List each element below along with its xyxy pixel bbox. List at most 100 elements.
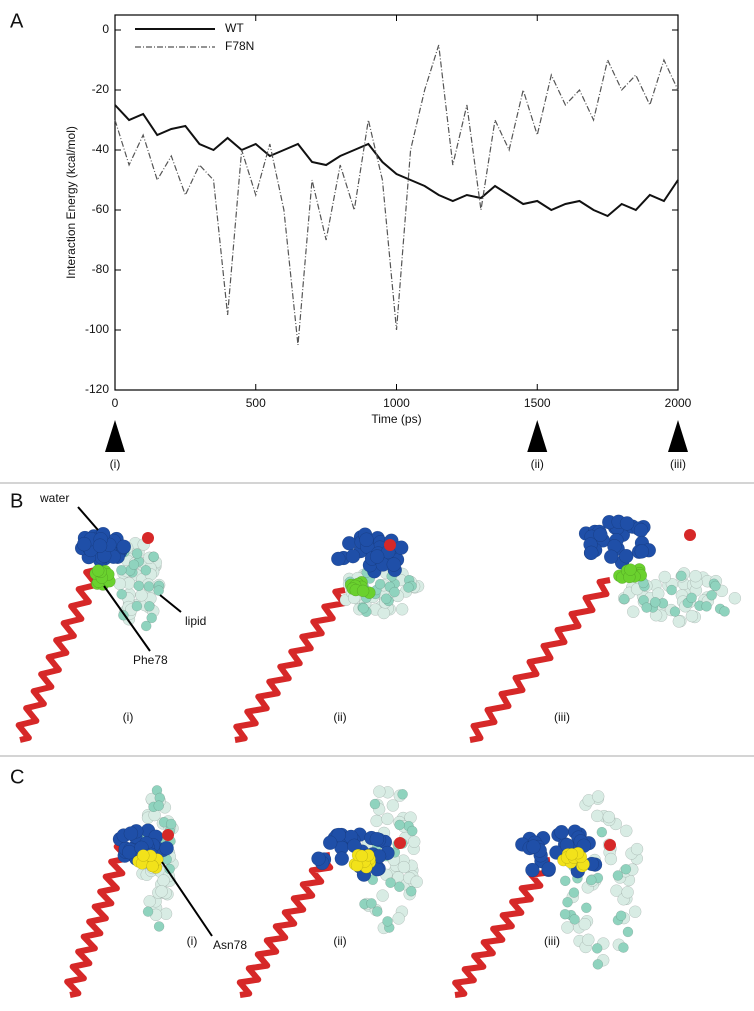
- atom: [369, 549, 385, 564]
- atom: [394, 819, 405, 831]
- atom: [582, 933, 595, 947]
- atom: [619, 548, 634, 564]
- atom: [142, 532, 154, 544]
- helix: [452, 857, 553, 998]
- x-tick-label: 1500: [524, 396, 551, 410]
- atom: [619, 516, 635, 531]
- atom: [559, 908, 571, 920]
- x-tick-label: 0: [112, 396, 119, 410]
- atom: [355, 849, 368, 863]
- time-marker: [527, 420, 548, 452]
- atom: [382, 916, 393, 927]
- atom: [146, 612, 157, 624]
- atom: [628, 905, 642, 918]
- atom: [407, 825, 418, 837]
- atom: [92, 538, 108, 553]
- helix: [469, 577, 611, 743]
- atom: [620, 863, 632, 875]
- legend-label: F78N: [225, 39, 254, 53]
- atom: [386, 799, 400, 812]
- atom: [686, 592, 697, 604]
- atom: [376, 889, 389, 902]
- x-tick-label: 500: [246, 396, 266, 410]
- helix: [64, 842, 131, 998]
- helix: [233, 587, 347, 743]
- atom: [584, 545, 599, 561]
- atom: [374, 578, 386, 590]
- molecular-renderings: [15, 514, 742, 998]
- atom: [634, 544, 650, 559]
- atom: [113, 577, 126, 591]
- atom: [311, 851, 326, 866]
- time-marker: [105, 420, 125, 452]
- atom: [407, 835, 421, 848]
- atom: [562, 896, 573, 908]
- atom: [591, 809, 604, 823]
- atom: [586, 874, 597, 886]
- atom: [641, 602, 652, 613]
- atom: [384, 539, 396, 551]
- atom: [381, 812, 394, 826]
- atom: [593, 527, 608, 542]
- atom: [341, 536, 357, 551]
- atom: [369, 831, 385, 847]
- atom: [372, 906, 383, 917]
- atom: [91, 564, 105, 577]
- atom: [672, 615, 686, 628]
- atom: [603, 549, 619, 565]
- y-axis-label: Interaction Energy (kcal/mol): [64, 126, 78, 279]
- atom: [397, 789, 408, 800]
- atom: [389, 586, 400, 598]
- y-tick-label: 0: [102, 22, 109, 36]
- atom: [116, 564, 127, 576]
- atom: [719, 606, 730, 617]
- atom: [620, 824, 633, 838]
- frame-label: (ii): [333, 934, 346, 948]
- atom: [135, 589, 148, 602]
- atom: [689, 569, 702, 583]
- atom: [356, 584, 370, 598]
- atom: [159, 840, 174, 856]
- frame-label: (iii): [554, 710, 570, 724]
- atom: [701, 601, 712, 612]
- atom: [123, 826, 139, 841]
- atom: [710, 580, 721, 592]
- atom: [591, 790, 605, 803]
- atom: [394, 881, 405, 892]
- plot-frame: [114, 14, 679, 391]
- y-tick-label: -120: [85, 382, 109, 396]
- atom: [144, 601, 155, 612]
- annotation: water: [39, 491, 69, 505]
- atom: [621, 885, 634, 899]
- frame-label: (iii): [544, 934, 560, 948]
- atom: [377, 606, 391, 620]
- time-marker-label: (i): [110, 457, 121, 471]
- annotation: lipid: [185, 614, 206, 628]
- atom: [565, 848, 579, 861]
- atom: [591, 943, 603, 954]
- atom: [395, 603, 409, 616]
- atom: [373, 785, 386, 798]
- y-tick-label: -40: [92, 142, 110, 156]
- frame-label: (i): [123, 710, 134, 724]
- atom: [618, 593, 630, 605]
- atom: [116, 588, 127, 600]
- arrow: [159, 594, 182, 613]
- atom: [581, 902, 592, 914]
- atom: [331, 551, 346, 567]
- atom: [334, 851, 350, 866]
- frame-label: (ii): [333, 710, 346, 724]
- time-marker-label: (ii): [531, 457, 544, 471]
- atom: [410, 875, 423, 889]
- arrow: [103, 585, 151, 652]
- helix: [15, 567, 100, 743]
- atom: [394, 540, 409, 555]
- atom: [592, 959, 604, 970]
- atom: [684, 529, 696, 541]
- series-line: [114, 44, 679, 346]
- y-tick-label: -60: [92, 202, 110, 216]
- x-tick-label: 2000: [665, 396, 692, 410]
- time-marker-label: (iii): [670, 457, 686, 471]
- atom: [322, 835, 338, 850]
